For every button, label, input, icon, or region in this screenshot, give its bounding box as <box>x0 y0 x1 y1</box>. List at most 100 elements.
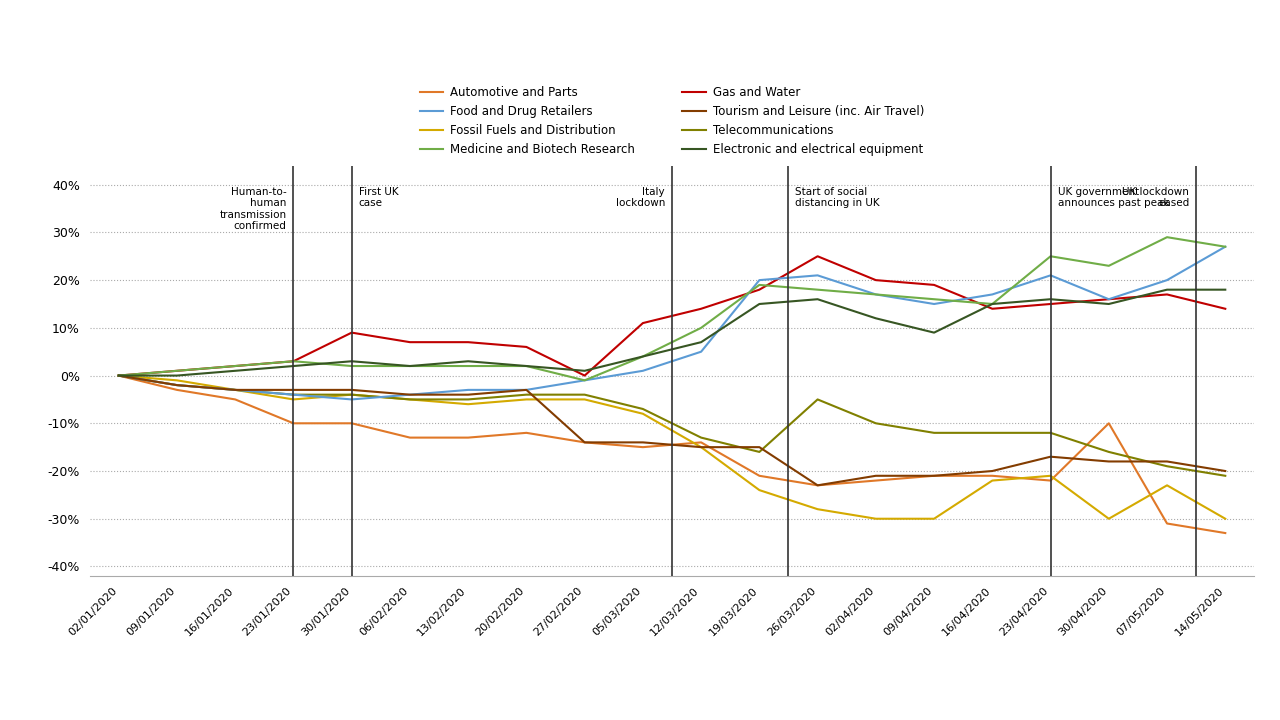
Gas and Water <box>1217 305 1233 313</box>
Automotive and Parts <box>169 386 184 395</box>
Telecommunications <box>984 428 1000 437</box>
Tourism and Leisure (inc. Air Travel) <box>169 381 184 390</box>
Tourism and Leisure (inc. Air Travel) <box>1043 452 1059 461</box>
Electronic and electrical equipment <box>111 372 127 380</box>
Gas and Water <box>169 366 184 375</box>
Medicine and Biotech Research <box>111 372 127 380</box>
Telecommunications <box>228 386 243 395</box>
Electronic and electrical equipment <box>1160 285 1175 294</box>
Telecommunications <box>111 372 127 380</box>
Electronic and electrical equipment <box>518 361 534 370</box>
Automotive and Parts <box>635 443 650 451</box>
Medicine and Biotech Research <box>518 361 534 370</box>
Fossil Fuels and Distribution <box>1160 481 1175 490</box>
Fossil Fuels and Distribution <box>1043 472 1059 480</box>
Medicine and Biotech Research <box>868 290 883 299</box>
Automotive and Parts <box>228 395 243 404</box>
Legend: Automotive and Parts, Food and Drug Retailers, Fossil Fuels and Distribution, Me: Automotive and Parts, Food and Drug Reta… <box>415 81 929 161</box>
Food and Drug Retailers <box>984 290 1000 299</box>
Automotive and Parts <box>518 428 534 437</box>
Tourism and Leisure (inc. Air Travel) <box>1160 457 1175 466</box>
Fossil Fuels and Distribution <box>577 395 593 404</box>
Medicine and Biotech Research <box>169 366 184 375</box>
Electronic and electrical equipment <box>751 300 767 308</box>
Electronic and electrical equipment <box>984 300 1000 308</box>
Fossil Fuels and Distribution <box>1101 514 1116 523</box>
Electronic and electrical equipment <box>1217 285 1233 294</box>
Automotive and Parts <box>810 481 826 490</box>
Line: Gas and Water: Gas and Water <box>119 256 1225 376</box>
Tourism and Leisure (inc. Air Travel) <box>111 372 127 380</box>
Tourism and Leisure (inc. Air Travel) <box>461 390 476 399</box>
Food and Drug Retailers <box>169 381 184 390</box>
Gas and Water <box>518 343 534 351</box>
Automotive and Parts <box>694 438 709 446</box>
Medicine and Biotech Research <box>344 361 360 370</box>
Fossil Fuels and Distribution <box>344 390 360 399</box>
Automotive and Parts <box>751 472 767 480</box>
Electronic and electrical equipment <box>402 361 417 370</box>
Tourism and Leisure (inc. Air Travel) <box>285 386 301 395</box>
Electronic and electrical equipment <box>1101 300 1116 308</box>
Food and Drug Retailers <box>344 395 360 404</box>
Gas and Water <box>577 372 593 380</box>
Medicine and Biotech Research <box>1101 261 1116 270</box>
Electronic and electrical equipment <box>1043 295 1059 304</box>
Tourism and Leisure (inc. Air Travel) <box>751 443 767 451</box>
Tourism and Leisure (inc. Air Travel) <box>577 438 593 446</box>
Fossil Fuels and Distribution <box>751 486 767 495</box>
Tourism and Leisure (inc. Air Travel) <box>344 386 360 395</box>
Medicine and Biotech Research <box>461 361 476 370</box>
Food and Drug Retailers <box>1043 271 1059 279</box>
Text: UK government
announces past peak: UK government announces past peak <box>1057 186 1169 208</box>
Medicine and Biotech Research <box>751 281 767 289</box>
Fossil Fuels and Distribution <box>518 395 534 404</box>
Electronic and electrical equipment <box>228 366 243 375</box>
Medicine and Biotech Research <box>1217 243 1233 251</box>
Gas and Water <box>927 281 942 289</box>
Medicine and Biotech Research <box>694 323 709 332</box>
Telecommunications <box>1160 462 1175 471</box>
Food and Drug Retailers <box>694 347 709 356</box>
Food and Drug Retailers <box>927 300 942 308</box>
Automotive and Parts <box>344 419 360 428</box>
Telecommunications <box>868 419 883 428</box>
Telecommunications <box>402 395 417 404</box>
Tourism and Leisure (inc. Air Travel) <box>868 472 883 480</box>
Automotive and Parts <box>285 419 301 428</box>
Gas and Water <box>344 328 360 337</box>
Fossil Fuels and Distribution <box>111 372 127 380</box>
Food and Drug Retailers <box>228 386 243 395</box>
Fossil Fuels and Distribution <box>285 395 301 404</box>
Line: Tourism and Leisure (inc. Air Travel): Tourism and Leisure (inc. Air Travel) <box>119 376 1225 485</box>
Gas and Water <box>228 361 243 370</box>
Text: Human-to-
human
transmission
confirmed: Human-to- human transmission confirmed <box>219 186 287 231</box>
Medicine and Biotech Research <box>228 361 243 370</box>
Fossil Fuels and Distribution <box>402 395 417 404</box>
Gas and Water <box>984 305 1000 313</box>
Food and Drug Retailers <box>751 276 767 284</box>
Text: UK lockdown
eased: UK lockdown eased <box>1123 186 1189 208</box>
Telecommunications <box>1101 448 1116 456</box>
Medicine and Biotech Research <box>810 285 826 294</box>
Gas and Water <box>868 276 883 284</box>
Line: Medicine and Biotech Research: Medicine and Biotech Research <box>119 237 1225 380</box>
Food and Drug Retailers <box>810 271 826 279</box>
Tourism and Leisure (inc. Air Travel) <box>810 481 826 490</box>
Medicine and Biotech Research <box>1160 233 1175 241</box>
Tourism and Leisure (inc. Air Travel) <box>927 472 942 480</box>
Tourism and Leisure (inc. Air Travel) <box>228 386 243 395</box>
Fossil Fuels and Distribution <box>810 505 826 513</box>
Electronic and electrical equipment <box>927 328 942 337</box>
Text: First UK
case: First UK case <box>358 186 398 208</box>
Fossil Fuels and Distribution <box>984 476 1000 485</box>
Gas and Water <box>635 319 650 328</box>
Telecommunications <box>344 390 360 399</box>
Electronic and electrical equipment <box>694 338 709 346</box>
Telecommunications <box>927 428 942 437</box>
Telecommunications <box>285 390 301 399</box>
Telecommunications <box>518 390 534 399</box>
Tourism and Leisure (inc. Air Travel) <box>402 390 417 399</box>
Food and Drug Retailers <box>402 390 417 399</box>
Line: Telecommunications: Telecommunications <box>119 376 1225 476</box>
